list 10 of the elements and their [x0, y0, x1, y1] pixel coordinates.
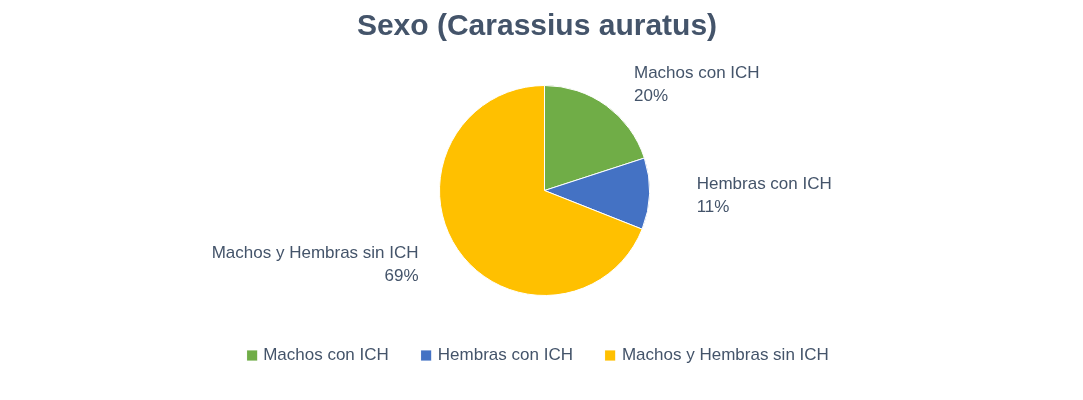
legend-label: Machos y Hembras sin ICH [621, 345, 829, 365]
data-label: 69% [384, 266, 419, 286]
slice-label: Machos con ICH [633, 63, 760, 83]
chart-title: Sexo (Carassius auratus) [356, 7, 718, 41]
data-label: 11% [696, 196, 730, 216]
legend-label: Machos con ICH [263, 345, 389, 365]
legend-label: Hembras con ICH [437, 345, 573, 365]
slice-label: Machos y Hembras sin ICH [211, 243, 419, 263]
data-label: 20% [633, 86, 669, 106]
slice-label: Hembras con ICH [696, 173, 832, 193]
